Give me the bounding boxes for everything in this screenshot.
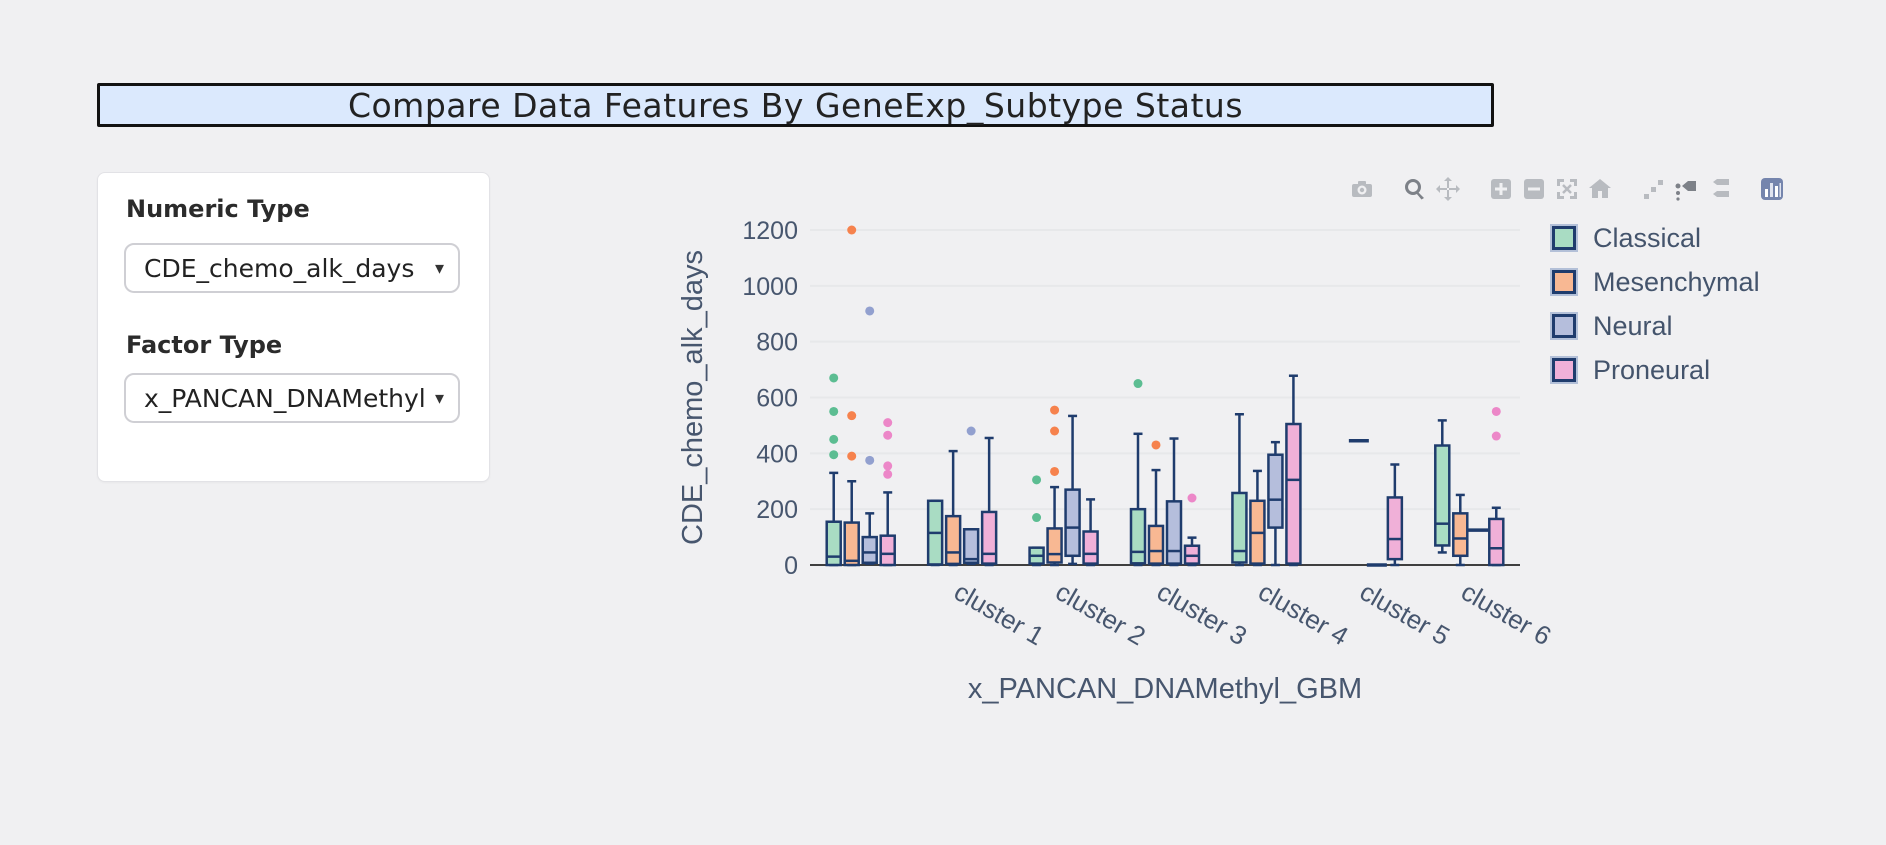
x-tick-label: cluster 4 — [1253, 576, 1353, 651]
hover-closest-icon[interactable] — [1674, 177, 1698, 201]
zoom-out-icon[interactable] — [1522, 177, 1546, 201]
box-classical-na-outlier[interactable] — [829, 450, 839, 460]
x-tick-label: cluster 5 — [1355, 576, 1455, 651]
legend-item-neural[interactable]: Neural — [1550, 304, 1760, 348]
plotly-modebar — [1350, 176, 1813, 202]
box-neural-cluster-2[interactable] — [1064, 488, 1081, 558]
spikelines-icon[interactable] — [1641, 177, 1665, 201]
box-classical-cluster-2-outlier[interactable] — [1032, 513, 1042, 523]
page-title: Compare Data Features By GeneExp_Subtype… — [347, 85, 1244, 125]
factor-type-value: x_PANCAN_DNAMethyl — [144, 383, 426, 413]
box-mesenchymal-cluster-2-outlier[interactable] — [1050, 405, 1060, 415]
box-mesenchymal-cluster-6[interactable] — [1452, 512, 1469, 558]
box-neural-na-outlier[interactable] — [865, 455, 875, 465]
box-proneural-cluster-2[interactable] — [1082, 530, 1099, 565]
box-proneural-na-outlier[interactable] — [883, 430, 893, 440]
chevron-down-icon: ▾ — [434, 387, 444, 409]
autoscale-icon[interactable] — [1555, 177, 1579, 201]
y-tick-label: 400 — [756, 440, 798, 468]
box-classical-cluster-4[interactable] — [1231, 491, 1248, 564]
box-mesenchymal-cluster-2-outlier[interactable] — [1050, 426, 1060, 436]
box-mesenchymal-na-outlier[interactable] — [847, 225, 857, 235]
plotly-logo-icon[interactable] — [1760, 177, 1784, 201]
box-neural-cluster-1[interactable] — [962, 528, 980, 565]
box-mesenchymal-cluster-3-outlier[interactable] — [1151, 440, 1161, 450]
y-tick-label: 0 — [784, 552, 798, 580]
box-classical-na-outlier[interactable] — [829, 406, 839, 416]
box-proneural-cluster-5[interactable] — [1386, 496, 1404, 561]
x-tick-label: cluster 6 — [1456, 576, 1556, 651]
y-tick-label: 1000 — [742, 273, 798, 301]
legend-swatch-icon — [1550, 224, 1578, 252]
factor-type-select[interactable]: x_PANCAN_DNAMethyl ▾ — [124, 373, 460, 423]
legend-item-proneural[interactable]: Proneural — [1550, 348, 1760, 392]
box-proneural-cluster-3-outlier[interactable] — [1187, 493, 1197, 503]
box-proneural-cluster-6-outlier[interactable] — [1491, 406, 1501, 416]
box-proneural-cluster-4[interactable] — [1285, 422, 1302, 565]
legend-label: Mesenchymal — [1593, 266, 1760, 297]
x-axis-title: x_PANCAN_DNAMethyl_GBM — [968, 673, 1362, 705]
box-proneural-na[interactable] — [879, 534, 896, 567]
plot-area[interactable] — [810, 213, 1520, 565]
legend-label: Proneural — [1593, 354, 1711, 385]
legend-swatch-icon — [1550, 312, 1578, 340]
box-classical-cluster-6[interactable] — [1434, 444, 1451, 547]
box-classical-cluster-2-outlier[interactable] — [1032, 475, 1042, 485]
zoom-icon[interactable] — [1403, 177, 1427, 201]
legend-label: Neural — [1593, 310, 1673, 341]
pan-icon[interactable] — [1436, 177, 1460, 201]
x-tick-label: cluster 2 — [1051, 576, 1151, 651]
legend-label: Classical — [1593, 222, 1702, 253]
x-tick-label: cluster 1 — [949, 576, 1049, 651]
box-neural-cluster-1-outlier[interactable] — [966, 426, 976, 436]
box-classical-na[interactable] — [825, 520, 842, 567]
box-classical-na-outlier[interactable] — [829, 373, 839, 383]
legend-item-mesenchymal[interactable]: Mesenchymal — [1550, 260, 1760, 304]
chevron-down-icon: ▾ — [434, 257, 444, 279]
numeric-type-label: Numeric Type — [126, 195, 310, 223]
box-proneural-na-outlier[interactable] — [883, 418, 893, 428]
hover-compare-icon[interactable] — [1707, 177, 1731, 201]
boxplot-svg: 0 200 400 600 800 1000 1200 CDE_chemo_alk_daysc… — [677, 213, 1556, 705]
box-mesenchymal-cluster-3[interactable] — [1147, 524, 1165, 565]
box-proneural-cluster-6-outlier[interactable] — [1491, 431, 1501, 441]
y-tick-label: 600 — [756, 385, 798, 413]
factor-type-label: Factor Type — [126, 331, 283, 359]
box-mesenchymal-na-outlier[interactable] — [847, 451, 857, 461]
title-banner: Compare Data Features By GeneExp_Subtype… — [97, 83, 1494, 127]
box-neural-cluster-3[interactable] — [1165, 500, 1183, 565]
box-proneural-cluster-1[interactable] — [980, 510, 998, 565]
box-classical-cluster-3-outlier[interactable] — [1133, 379, 1143, 389]
box-mesenchymal-cluster-2-outlier[interactable] — [1050, 466, 1060, 476]
x-tick-label: cluster 3 — [1152, 576, 1252, 651]
plot-legend: Classical Mesenchymal Neural Proneural — [1550, 216, 1760, 392]
box-neural-na-outlier[interactable] — [865, 306, 875, 316]
legend-swatch-icon — [1550, 268, 1578, 296]
zoom-in-icon[interactable] — [1489, 177, 1513, 201]
legend-item-classical[interactable]: Classical — [1550, 216, 1760, 260]
numeric-type-select[interactable]: CDE_chemo_alk_days ▾ — [124, 243, 460, 293]
box-proneural-na-outlier[interactable] — [883, 469, 893, 479]
y-tick-label: 800 — [756, 329, 798, 357]
y-tick-label: 1200 — [742, 217, 798, 245]
box-classical-cluster-3[interactable] — [1129, 507, 1147, 565]
box-neural-cluster-4[interactable] — [1267, 453, 1284, 529]
box-proneural-cluster-6[interactable] — [1488, 517, 1505, 567]
box-classical-na-outlier[interactable] — [829, 434, 839, 444]
box-neural-na[interactable] — [861, 535, 878, 565]
numeric-type-value: CDE_chemo_alk_days — [144, 253, 415, 283]
camera-icon[interactable] — [1350, 177, 1374, 201]
box-proneural-na-outlier[interactable] — [883, 461, 893, 471]
reset-axes-icon[interactable] — [1588, 177, 1612, 201]
controls-panel: Numeric Type CDE_chemo_alk_days ▾ Factor… — [97, 172, 490, 482]
box-mesenchymal-na-outlier[interactable] — [847, 411, 857, 421]
box-mesenchymal-na[interactable] — [843, 521, 860, 567]
y-tick-label: 200 — [756, 496, 798, 524]
y-axis-title: CDE_chemo_alk_days — [677, 250, 709, 545]
legend-swatch-icon — [1550, 356, 1578, 384]
